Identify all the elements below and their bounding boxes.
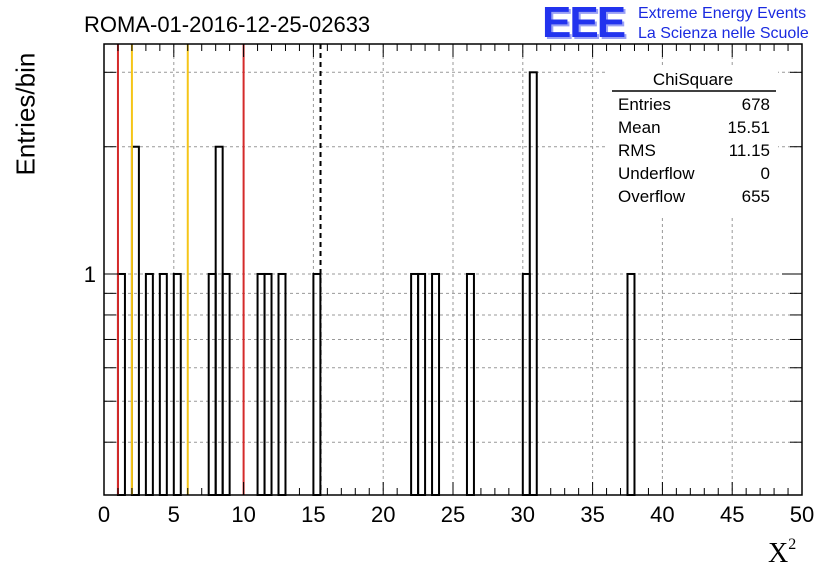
histogram-bin-2 — [144, 272, 154, 496]
histogram-bin-1 — [130, 145, 140, 496]
stats-title: ChiSquare — [653, 70, 733, 89]
histogram-bin-14 — [431, 272, 441, 496]
x-tick-label-0: 0 — [98, 502, 110, 527]
x-tick-label-9: 45 — [720, 502, 744, 527]
x-tick-label-4: 20 — [371, 502, 395, 527]
stats-label-4: Overflow — [618, 187, 686, 206]
stats-value-3: 0 — [761, 164, 770, 183]
x-tick-label-10: 50 — [790, 502, 814, 527]
histogram-bin-11 — [312, 272, 322, 496]
logo-line-1: Extreme Energy Events — [638, 5, 807, 22]
histogram-bin-10 — [277, 272, 287, 496]
stats-label-3: Underflow — [618, 164, 695, 183]
histogram-bin-6 — [214, 145, 224, 496]
x-tick-label-6: 30 — [511, 502, 535, 527]
histogram-bin-9 — [263, 272, 273, 496]
stats-value-2: 11.15 — [729, 141, 770, 160]
x-tick-label-1: 5 — [168, 502, 180, 527]
x-tick-label-5: 25 — [441, 502, 465, 527]
histogram-bin-12 — [410, 272, 420, 496]
stats-value-4: 655 — [742, 187, 770, 206]
x-tick-label-7: 35 — [580, 502, 604, 527]
chart-title: ROMA-01-2016-12-25-02633 — [84, 12, 371, 37]
logo-line-2: La Scienza nelle Scuole — [638, 25, 809, 42]
histogram-bin-13 — [417, 272, 427, 496]
stats-label-1: Mean — [618, 118, 661, 137]
y-tick-label-0: 1 — [84, 262, 96, 287]
stats-value-1: 15.51 — [727, 118, 770, 137]
histogram-bin-8 — [256, 272, 266, 496]
eee-logo-mark: EEE — [542, 0, 626, 47]
stats-label-0: Entries — [618, 95, 671, 114]
x-axis-label-base: X — [768, 538, 789, 569]
histogram-bin-18 — [626, 272, 636, 496]
histogram-bin-16 — [521, 272, 531, 496]
histogram-bin-3 — [158, 272, 168, 496]
histogram-bin-4 — [172, 272, 182, 496]
stats-label-2: RMS — [618, 141, 656, 160]
x-axis-label-superscript: 2 — [788, 536, 797, 553]
histogram-bin-17 — [528, 71, 538, 496]
x-axis-label: X2 — [768, 536, 797, 570]
histogram-bin-0 — [116, 272, 126, 496]
x-tick-label-2: 10 — [231, 502, 255, 527]
histogram-bin-5 — [207, 272, 217, 496]
stats-value-0: 678 — [742, 95, 770, 114]
histogram-bin-15 — [465, 272, 475, 496]
histogram-bin-7 — [221, 272, 231, 496]
x-tick-label-3: 15 — [301, 502, 325, 527]
x-tick-label-8: 40 — [650, 502, 674, 527]
